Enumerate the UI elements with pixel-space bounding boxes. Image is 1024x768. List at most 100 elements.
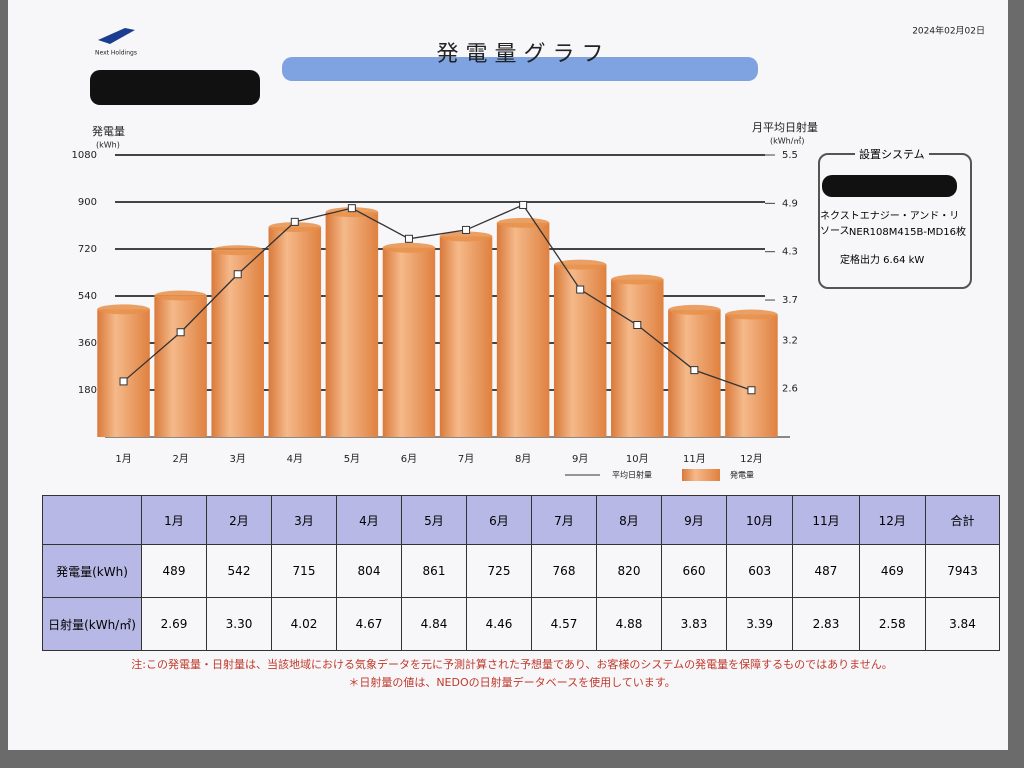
system-model: NER108M415B-MD16枚	[848, 227, 966, 238]
bar-top	[725, 309, 778, 320]
x-tick-label: 10月	[626, 453, 649, 465]
y2-axis-label: 月平均日射量	[752, 120, 818, 134]
legend-label: 発電量	[730, 471, 754, 480]
table-cell: 3.30	[206, 597, 272, 651]
table-cell: 725	[466, 544, 532, 598]
bar	[496, 222, 550, 437]
bar	[97, 309, 150, 437]
bar	[725, 314, 778, 437]
table-cell: 660	[661, 544, 727, 598]
redaction	[822, 175, 957, 197]
table-cell: 603	[725, 544, 794, 598]
table-cell: 4.88	[596, 597, 662, 651]
table-cell: 768	[531, 544, 597, 598]
table-cell: 日射量(kWh/㎡)	[42, 597, 142, 651]
table-cell: 発電量(kWh)	[42, 544, 142, 598]
bar	[382, 247, 436, 437]
table-cell: 489	[141, 544, 207, 598]
x-tick-label: 6月	[401, 453, 417, 465]
table-cell: 3.84	[924, 597, 1001, 651]
point	[233, 270, 242, 279]
y2-axis-unit: (kWh/㎡)	[770, 137, 805, 146]
table-cell: 4月	[336, 495, 402, 545]
y2-tick-label: 4.3	[782, 247, 798, 258]
table-cell: 合計	[924, 495, 1001, 545]
bar-top	[439, 231, 493, 242]
table-cell: 820	[596, 544, 662, 598]
x-tick-label: 12月	[740, 453, 763, 465]
table-cell: 3.83	[661, 597, 727, 651]
chart-title: 発 電 量 グ ラ フ	[437, 42, 604, 67]
date: 2024年02月02日	[912, 25, 985, 37]
table-cell: 5月	[401, 495, 467, 545]
point	[290, 217, 299, 226]
y2-tick-label: 2.6	[782, 384, 798, 395]
bar-top	[382, 242, 436, 253]
y-tick-label: 1080	[72, 150, 97, 161]
table-cell: 2月	[206, 495, 272, 545]
y2-tick-label: 4.9	[782, 198, 798, 209]
table-cell	[42, 495, 142, 545]
bar-top	[496, 217, 550, 228]
x-tick-label: 7月	[458, 453, 474, 465]
table-cell: 2.58	[858, 597, 926, 651]
y2-tick-label: 3.7	[782, 295, 798, 306]
x-tick-label: 8月	[515, 453, 531, 465]
bar	[611, 279, 664, 437]
system-title: 設置システム	[855, 146, 929, 162]
bar-top	[668, 304, 721, 315]
y-tick-label: 900	[78, 197, 97, 208]
x-tick-label: 3月	[230, 453, 246, 465]
point	[576, 285, 585, 294]
table-cell: 2.83	[792, 597, 860, 651]
table-cell: 12月	[858, 495, 926, 545]
point	[176, 328, 185, 337]
table-cell: 7月	[531, 495, 597, 545]
point	[462, 225, 471, 234]
table-cell: 4.67	[336, 597, 402, 651]
bar	[439, 236, 493, 437]
point	[690, 366, 699, 375]
table-cell: 542	[206, 544, 272, 598]
bar	[268, 227, 322, 437]
y-axis-label: 発電量	[92, 124, 125, 138]
table-header: 1月 2月 3月 4月 5月 6月 7月 8月 9月 10月 11月 12月 合計	[42, 495, 1001, 545]
y-axis-unit: (kWh)	[96, 141, 120, 150]
redaction	[90, 70, 260, 105]
system-box: 設置システム ネクストエナジー・アンド・リソース NER108M415B-MD1…	[818, 146, 972, 289]
legend-bar-swatch	[682, 469, 720, 481]
table-cell: 4.02	[271, 597, 337, 651]
title-bar	[282, 57, 758, 81]
table-cell: 6月	[466, 495, 532, 545]
table-cell: 3月	[271, 495, 337, 545]
note: ＊日射量の値は、NEDOの日射量データベースを使用しています。	[348, 676, 676, 689]
table-cell: 4.84	[401, 597, 467, 651]
x-tick-label: 1月	[115, 453, 131, 465]
bar-top	[611, 274, 664, 285]
legend-label: 平均日射量	[612, 470, 652, 480]
point	[633, 321, 642, 330]
x-tick-label: 4月	[287, 453, 303, 465]
table-cell: 10月	[725, 495, 794, 545]
bar	[211, 250, 264, 437]
y-tick-label: 720	[78, 244, 97, 255]
table-cell: 9月	[661, 495, 727, 545]
y-tick-label: 540	[78, 291, 97, 302]
point	[347, 204, 356, 213]
table-row: 発電量(kWh) 489 542 715 804 861 725 768 820 660 603 48…	[42, 544, 1001, 598]
bar-top	[97, 304, 150, 315]
y-tick-label: 360	[78, 338, 97, 349]
table-cell: 1月	[141, 495, 207, 545]
point	[519, 200, 528, 209]
table-cell: 11月	[792, 495, 860, 545]
point	[119, 377, 128, 386]
line	[123, 204, 752, 391]
x-tick-label: 11月	[683, 453, 706, 465]
y2-tick-label: 3.2	[782, 335, 798, 346]
table-cell: 715	[271, 544, 337, 598]
bar-top	[211, 245, 264, 256]
table-cell: 804	[336, 544, 402, 598]
table-cell: 3.39	[725, 597, 794, 651]
